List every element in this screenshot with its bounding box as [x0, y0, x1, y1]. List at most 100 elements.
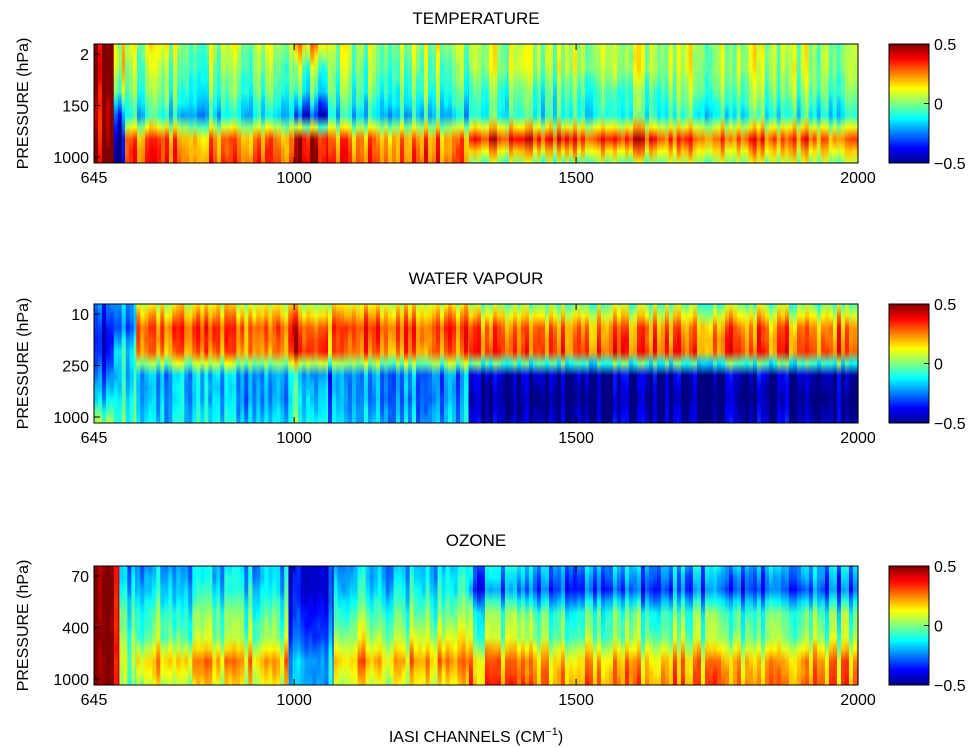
- heatmap-strip: [113, 304, 119, 423]
- heatmap-strip: [284, 304, 289, 423]
- heatmap-strip: [461, 566, 467, 685]
- heatmap-strip: [391, 304, 397, 423]
- x-tick-label: 2000: [840, 170, 876, 187]
- heatmap-strip: [724, 566, 730, 685]
- colorbar-tick-label: −0.5: [934, 678, 966, 695]
- heatmap-strip: [118, 566, 120, 685]
- heatmap-strip: [780, 304, 786, 423]
- heatmap-strip: [248, 566, 253, 685]
- heatmap-strip: [302, 44, 307, 163]
- heatmap-strip: [145, 44, 150, 163]
- heatmap-strip: [808, 304, 814, 423]
- heatmap-strip: [688, 566, 694, 685]
- heatmap-strip: [357, 566, 363, 685]
- heatmap-strip: [288, 566, 294, 685]
- heatmap-strip: [411, 44, 417, 163]
- heatmap-strip: [800, 304, 806, 423]
- heatmap-strip: [708, 304, 714, 423]
- heatmap-strip: [204, 304, 209, 423]
- heatmap-strip: [616, 304, 622, 423]
- heatmap-strip: [276, 566, 281, 685]
- heatmap-strip: [684, 44, 690, 163]
- heatmap-strip: [125, 304, 131, 423]
- heatmap-strip: [480, 566, 486, 685]
- heatmap-strip: [544, 566, 550, 685]
- heatmap-strip: [548, 44, 554, 163]
- heatmap-strip: [296, 566, 302, 685]
- heatmap-strip: [347, 304, 353, 423]
- heatmap-strip: [556, 566, 562, 685]
- heatmap-strip: [760, 304, 766, 423]
- heatmap-strip: [106, 304, 111, 423]
- heatmap-strip: [604, 44, 610, 163]
- heatmap-strip: [253, 44, 258, 163]
- heatmap-strip: [165, 44, 170, 163]
- heatmap-strip: [447, 304, 453, 423]
- heatmap-strip: [359, 304, 365, 423]
- heatmap-strip: [98, 566, 103, 685]
- panel-0: TEMPERATURE 645 1000 1500 2000 2 150 1000 PRESSU…: [15, 9, 966, 187]
- heatmap-strip: [121, 304, 127, 423]
- heatmap-strip: [333, 566, 339, 685]
- heatmap-strip: [451, 304, 457, 423]
- heatmap-strip: [784, 44, 790, 163]
- heatmap-strip: [98, 304, 103, 423]
- heatmap-strip: [560, 304, 566, 423]
- heatmap-strip: [852, 44, 858, 163]
- heatmap-strip: [375, 304, 381, 423]
- heatmap-strip: [260, 566, 265, 685]
- heatmap-strip: [716, 44, 722, 163]
- heatmap-strip: [468, 304, 474, 423]
- heatmap-strip: [620, 304, 626, 423]
- heatmap-strip: [419, 304, 425, 423]
- heatmap-strip: [624, 44, 630, 163]
- heatmap-strip: [628, 304, 634, 423]
- heatmap-strip: [260, 304, 265, 423]
- panel-title: OZONE: [446, 531, 506, 550]
- heatmap-strip: [832, 566, 838, 685]
- heatmap-strip: [848, 304, 854, 423]
- heatmap-strip: [415, 44, 421, 163]
- heatmap-strip: [524, 304, 530, 423]
- heatmap-strip: [240, 304, 245, 423]
- heatmap-strip: [768, 44, 774, 163]
- heatmap-strip: [748, 44, 754, 163]
- heatmap-strip: [387, 44, 393, 163]
- heatmap-strip: [261, 44, 266, 163]
- heatmap-strip: [772, 566, 778, 685]
- heatmap-strip: [680, 566, 686, 685]
- heatmap-strip: [284, 566, 289, 685]
- heatmap-strip: [592, 304, 598, 423]
- heatmap-strip: [220, 304, 225, 423]
- heatmap-strip: [644, 44, 650, 163]
- heatmap-strip: [752, 304, 758, 423]
- heatmap-strip: [520, 566, 526, 685]
- heatmap-strip: [584, 304, 590, 423]
- heatmap-strip: [468, 566, 474, 685]
- heatmap-strip: [435, 304, 441, 423]
- heatmap-strip: [808, 44, 814, 163]
- heatmap-strip: [129, 304, 135, 423]
- heatmap-strip: [459, 44, 465, 163]
- heatmap-strip: [127, 566, 132, 685]
- heatmap-strip: [423, 304, 429, 423]
- heatmap-strip: [196, 304, 201, 423]
- heatmap-strip: [820, 44, 826, 163]
- heatmap-strip: [310, 304, 315, 423]
- heatmap-strip: [764, 566, 770, 685]
- heatmap-strip: [399, 44, 405, 163]
- heatmap-strip: [700, 44, 706, 163]
- heatmap-strip: [375, 44, 381, 163]
- heatmap-strip: [576, 566, 582, 685]
- heatmap-strip: [417, 566, 423, 685]
- heatmap-strip: [149, 44, 154, 163]
- heatmap-strip: [664, 304, 670, 423]
- heatmap-strip: [292, 566, 298, 685]
- heatmap-strip: [648, 44, 654, 163]
- heatmap-strip: [241, 44, 246, 163]
- heatmap-strip: [110, 44, 115, 163]
- heatmap-strip: [756, 566, 762, 685]
- heatmap-strip: [314, 304, 319, 423]
- heatmap-strip: [312, 566, 318, 685]
- heatmap-strip: [212, 304, 217, 423]
